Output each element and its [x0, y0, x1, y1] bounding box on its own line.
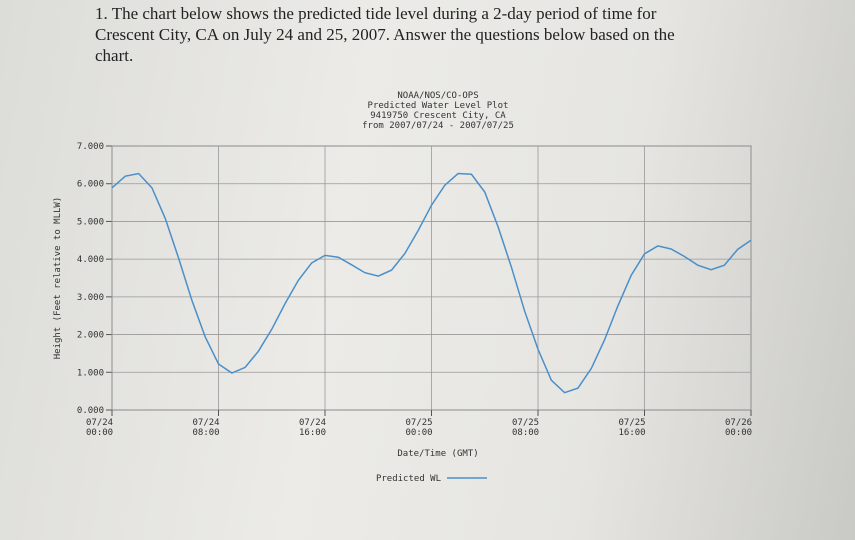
question-line: chart.: [95, 46, 134, 65]
x-tick-label: 07/24 16:00: [299, 418, 327, 438]
y-tick-label: 0.000: [77, 406, 104, 416]
y-tick-label: 5.000: [77, 217, 104, 227]
x-tick-label: 07/25 16:00: [618, 418, 646, 438]
x-tick-label: 07/26 00:00: [725, 418, 753, 438]
chart-title: 9419750 Crescent City, CA: [370, 111, 506, 121]
x-tick-label: 07/24 00:00: [86, 418, 114, 438]
y-tick-label: 6.000: [77, 180, 104, 190]
y-tick-label: 2.000: [77, 331, 104, 341]
x-tick-label: 07/24 08:00: [192, 418, 220, 438]
x-tick-label: 07/25 00:00: [405, 418, 433, 438]
chart-title: from 2007/07/24 - 2007/07/25: [362, 121, 514, 131]
x-tick-label: 07/25 08:00: [512, 418, 540, 438]
question-line: 1. The chart below shows the predicted t…: [95, 4, 657, 23]
y-tick-label: 4.000: [77, 255, 104, 265]
question-line: Crescent City, CA on July 24 and 25, 200…: [95, 25, 675, 44]
chart-title: NOAA/NOS/CO-OPS: [397, 91, 478, 101]
data-line: [111, 172, 752, 394]
y-tick-label: 1.000: [77, 368, 104, 378]
y-tick-label: 7.000: [77, 142, 104, 152]
y-axis-label: Height (Feet relative to MLLW): [53, 197, 63, 360]
x-axis-label: Date/Time (GMT): [397, 449, 478, 459]
legend-label: Predicted WL: [376, 474, 441, 484]
chart-title: Predicted Water Level Plot: [368, 101, 509, 111]
y-tick-label: 3.000: [77, 293, 104, 303]
